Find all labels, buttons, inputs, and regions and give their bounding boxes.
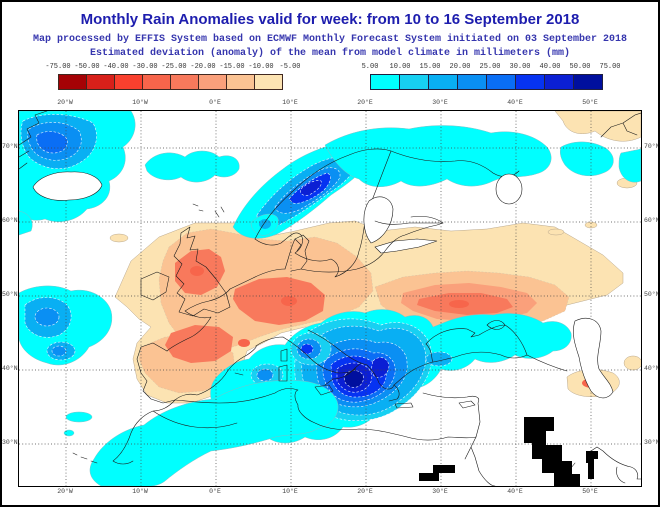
tick-label: 5.00 [361, 63, 379, 71]
color-swatch [544, 74, 574, 90]
no-data-mask [419, 417, 598, 486]
lon-label-top: 50°E [582, 99, 598, 106]
lat-label-left: 70°N [2, 143, 18, 150]
lat-label-left: 40°N [2, 365, 18, 372]
lon-label-bottom: 30°E [432, 488, 448, 495]
lon-label-top: 40°E [507, 99, 523, 106]
color-swatch [370, 74, 400, 90]
tick-label: -10.00 [248, 63, 274, 71]
subtitle-deviation-info: Estimated deviation (anomaly) of the mea… [89, 48, 571, 59]
color-swatch [486, 74, 516, 90]
lat-label-left: 30°N [2, 439, 18, 446]
color-swatch [226, 74, 255, 90]
lat-label-right: 50°N [644, 291, 660, 298]
lat-label-right: 40°N [644, 365, 660, 372]
lon-label-top: 10°E [282, 99, 298, 106]
colorbar-negative-ticks: -75.00 -50.00 -40.00 -30.00 -25.00 -20.0… [45, 63, 300, 73]
color-swatch [515, 74, 545, 90]
tick-label: 10.00 [389, 63, 411, 71]
lon-label-top: 20°W [57, 99, 73, 106]
lon-label-top: 0°E [209, 99, 221, 106]
tick-label: -40.00 [103, 63, 129, 71]
lat-label-right: 30°N [644, 439, 660, 446]
tick-label: -5.00 [279, 63, 301, 71]
lon-label-bottom: 40°E [507, 488, 523, 495]
tick-label: 30.00 [509, 63, 531, 71]
lon-label-bottom: 0°E [209, 488, 221, 495]
coastlines [18, 110, 642, 487]
europe-anomaly-map [18, 110, 643, 487]
lon-label-top: 30°E [432, 99, 448, 106]
page-title: Monthly Rain Anomalies valid for week: f… [80, 11, 580, 28]
tick-label: -20.00 [190, 63, 216, 71]
lon-label-bottom: 50°E [582, 488, 598, 495]
lon-label-bottom: 10°E [282, 488, 298, 495]
map-frame [18, 110, 643, 487]
lon-label-top: 10°W [132, 99, 148, 106]
lat-label-right: 60°N [644, 217, 660, 224]
lon-label-bottom: 20°E [357, 488, 373, 495]
colorbar-positive: 5.00 10.00 15.00 20.00 25.00 30.00 40.00… [362, 63, 621, 90]
tick-label: 75.00 [599, 63, 621, 71]
lon-label-bottom: 20°W [57, 488, 73, 495]
colorbar-negative-swatches [58, 74, 291, 90]
color-swatch [170, 74, 199, 90]
tick-label: 15.00 [419, 63, 441, 71]
color-swatch [254, 74, 283, 90]
color-swatch [428, 74, 458, 90]
tick-label: -75.00 [45, 63, 71, 71]
lat-label-right: 70°N [644, 143, 660, 150]
lat-label-left: 50°N [2, 291, 18, 298]
tick-label: -25.00 [161, 63, 187, 71]
color-swatch [457, 74, 487, 90]
tick-label: 25.00 [479, 63, 501, 71]
color-swatch [142, 74, 171, 90]
gridlines [19, 111, 641, 486]
tick-label: -30.00 [132, 63, 158, 71]
tick-label: 50.00 [569, 63, 591, 71]
lat-label-left: 60°N [2, 217, 18, 224]
tick-label: -15.00 [219, 63, 245, 71]
colorbar-positive-ticks: 5.00 10.00 15.00 20.00 25.00 30.00 40.00… [362, 63, 621, 73]
subtitle-processing-info: Map processed by EFFIS System based on E… [32, 34, 628, 45]
color-swatch [86, 74, 115, 90]
color-swatch [399, 74, 429, 90]
lon-label-top: 20°E [357, 99, 373, 106]
tick-label: 20.00 [449, 63, 471, 71]
color-swatch [198, 74, 227, 90]
colorbar-positive-swatches [370, 74, 611, 90]
color-swatch [58, 74, 87, 90]
color-swatch [573, 74, 603, 90]
tick-label: 40.00 [539, 63, 561, 71]
color-swatch [114, 74, 143, 90]
colorbar-negative: -75.00 -50.00 -40.00 -30.00 -25.00 -20.0… [45, 63, 301, 90]
lon-label-bottom: 10°W [132, 488, 148, 495]
tick-label: -50.00 [74, 63, 100, 71]
